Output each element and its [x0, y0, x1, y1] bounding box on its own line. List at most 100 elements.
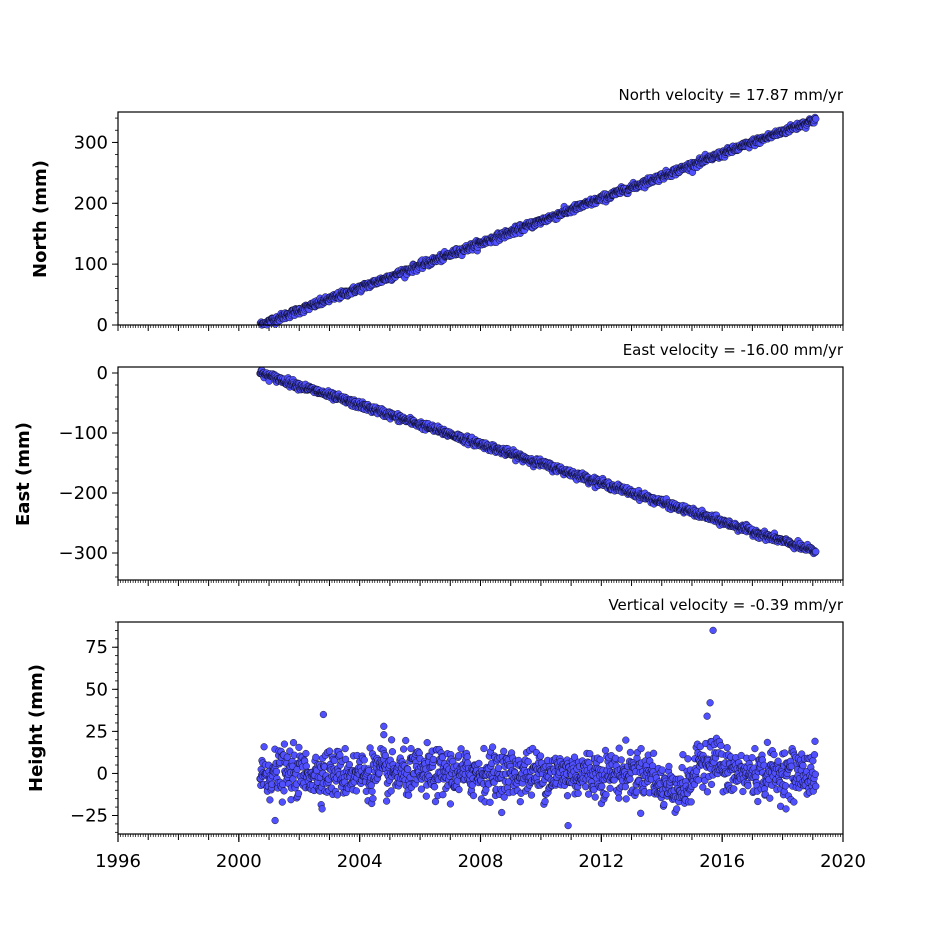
east-axes-frame	[117, 366, 844, 581]
data-point	[563, 792, 572, 800]
east-ticks: 0 −100 −200 −300	[59, 363, 844, 586]
data-point	[489, 743, 497, 751]
xtick-label: 2016	[699, 851, 745, 872]
ytick-label: 0	[97, 363, 108, 384]
data-point	[429, 755, 438, 764]
panel-north: North velocity = 17.87 mm/yr North (mm) …	[30, 86, 844, 336]
data-point	[463, 753, 471, 761]
data-point	[480, 744, 488, 753]
ytick-label: 100	[74, 254, 108, 275]
north-points	[256, 113, 820, 329]
data-point	[754, 797, 762, 806]
data-point	[388, 736, 396, 744]
ytick-label: 25	[85, 721, 108, 742]
data-point	[703, 788, 712, 796]
data-point	[781, 782, 790, 790]
data-point	[500, 747, 508, 755]
data-point	[584, 790, 593, 798]
data-point	[812, 547, 820, 556]
data-point	[325, 747, 334, 755]
data-point	[770, 750, 778, 759]
data-point	[352, 787, 361, 795]
data-point	[723, 744, 731, 752]
data-point	[302, 749, 310, 758]
data-point	[626, 775, 634, 783]
data-point	[369, 794, 377, 803]
data-point	[455, 752, 463, 760]
data-point	[591, 793, 599, 801]
data-point	[637, 809, 645, 817]
data-point	[498, 808, 506, 817]
data-point	[516, 798, 524, 806]
ytick-label: 300	[74, 132, 108, 153]
data-point	[260, 743, 268, 751]
data-point	[486, 798, 494, 806]
data-point	[602, 790, 610, 799]
data-point	[766, 794, 774, 802]
data-point	[687, 798, 695, 806]
data-point	[312, 753, 320, 761]
data-point	[812, 115, 820, 123]
data-point	[694, 776, 702, 784]
data-point	[302, 762, 310, 770]
data-point	[717, 741, 725, 750]
data-point	[621, 783, 630, 791]
panel-height: Vertical velocity = -0.39 mm/yr Height (…	[26, 596, 866, 872]
height-points	[256, 626, 820, 830]
data-point	[637, 744, 645, 753]
data-point	[341, 744, 349, 753]
xtick-label: 2012	[578, 851, 624, 872]
vertical-velocity-title: Vertical velocity = -0.39 mm/yr	[608, 596, 843, 614]
xtick-label: 2004	[337, 851, 383, 872]
data-point	[632, 788, 641, 796]
data-point	[763, 738, 772, 747]
data-point	[748, 754, 756, 762]
data-point	[622, 736, 630, 744]
xtick-label: 2008	[458, 851, 504, 872]
ytick-label: −300	[59, 543, 108, 564]
data-point	[333, 791, 342, 799]
data-point	[665, 762, 673, 771]
data-point	[365, 766, 373, 775]
data-point	[524, 757, 532, 766]
data-point	[606, 784, 614, 792]
xtick-label: 1996	[95, 851, 141, 872]
east-points	[256, 366, 820, 558]
data-point	[446, 800, 455, 808]
data-point	[475, 759, 483, 768]
data-point	[280, 787, 288, 795]
data-point	[658, 766, 666, 774]
north-ticks: 0 100 200 300	[74, 117, 844, 336]
data-point	[404, 765, 412, 773]
data-point	[295, 743, 303, 752]
data-point	[494, 764, 503, 772]
data-point	[400, 745, 408, 753]
data-point	[615, 744, 623, 752]
data-point	[649, 749, 658, 757]
data-point	[707, 780, 716, 789]
ytick-label: 50	[85, 679, 108, 700]
data-point	[318, 805, 326, 813]
ytick-label: −200	[59, 483, 108, 504]
data-point	[469, 791, 478, 800]
data-point	[660, 800, 668, 809]
data-point	[598, 782, 606, 790]
ytick-label: 75	[85, 637, 108, 658]
data-point	[405, 791, 413, 799]
ytick-label: 0	[97, 763, 108, 784]
data-point	[387, 787, 395, 795]
data-point	[527, 791, 536, 799]
data-point	[278, 798, 286, 806]
north-ylabel: North (mm)	[30, 160, 51, 278]
data-point	[423, 738, 431, 747]
ytick-label: 0	[97, 315, 108, 336]
east-velocity-title: East velocity = -16.00 mm/yr	[623, 341, 844, 359]
data-point	[407, 744, 415, 753]
data-point	[751, 744, 759, 753]
data-point	[626, 748, 635, 757]
data-point	[617, 756, 625, 764]
ytick-label: 200	[74, 193, 108, 214]
data-point	[289, 738, 298, 747]
data-point	[781, 749, 789, 757]
